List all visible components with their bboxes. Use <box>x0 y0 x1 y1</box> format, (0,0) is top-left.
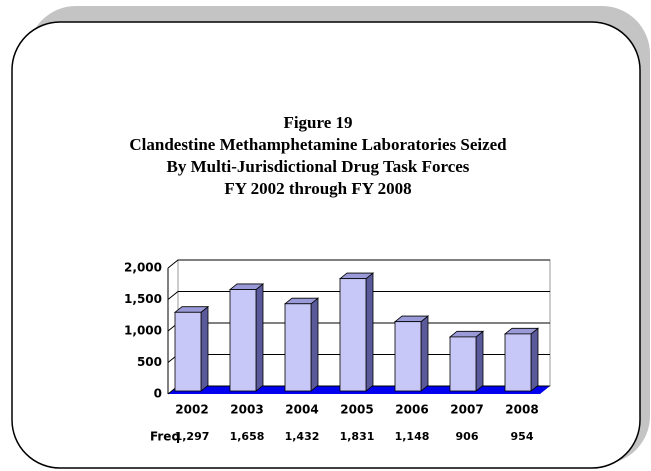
value-label: 906 <box>456 430 479 443</box>
row-label: Freq <box>150 430 180 444</box>
bar-face <box>339 278 367 392</box>
x-tick-label: 2006 <box>395 403 428 417</box>
bar-face <box>200 305 209 392</box>
chart-title: Clandestine Methamphetamine Laboratories… <box>129 135 507 154</box>
bar-face <box>475 330 484 392</box>
y-tick-label: 1,500 <box>124 292 162 306</box>
bar-face <box>394 321 422 392</box>
bar <box>283 297 320 392</box>
frame <box>11 21 641 469</box>
x-tick-label: 2008 <box>505 403 538 417</box>
bar <box>393 315 430 392</box>
y-tick-label: 1,000 <box>124 324 162 338</box>
bar-face <box>174 311 202 392</box>
value-label: 1,658 <box>230 430 265 443</box>
bar-face <box>229 289 257 392</box>
y-tick-label: 0 <box>154 387 162 401</box>
x-tick-label: 2005 <box>340 403 373 417</box>
x-tick-label: 2007 <box>450 403 483 417</box>
bar <box>173 305 210 392</box>
chart-title: FY 2002 through FY 2008 <box>224 179 411 198</box>
y-tick-label: 500 <box>137 355 162 369</box>
bar <box>448 330 485 392</box>
chart-title: Figure 19 <box>283 113 352 132</box>
grid-line <box>167 259 550 269</box>
bar-face <box>255 283 264 392</box>
value-label: 1,831 <box>340 430 375 443</box>
x-tick-label: 2003 <box>230 403 263 417</box>
bar <box>338 272 375 392</box>
bar-face <box>530 327 539 392</box>
bar-face <box>310 297 319 392</box>
bar-face <box>449 336 477 392</box>
bar-face <box>365 272 374 392</box>
bar <box>503 327 540 392</box>
value-label: 954 <box>511 430 534 443</box>
grid-line <box>167 291 550 300</box>
bar-face <box>284 303 312 392</box>
bar-face <box>420 315 429 392</box>
bar <box>228 283 265 392</box>
value-label: 1,148 <box>395 430 430 443</box>
value-label: 1,297 <box>175 430 210 443</box>
value-label: 1,432 <box>285 430 320 443</box>
chart-title: By Multi-Jurisdictional Drug Task Forces <box>167 157 470 176</box>
x-tick-label: 2004 <box>285 403 318 417</box>
bar-face <box>504 333 532 392</box>
y-tick-label: 2,000 <box>124 261 162 275</box>
x-tick-label: 2002 <box>175 403 208 417</box>
